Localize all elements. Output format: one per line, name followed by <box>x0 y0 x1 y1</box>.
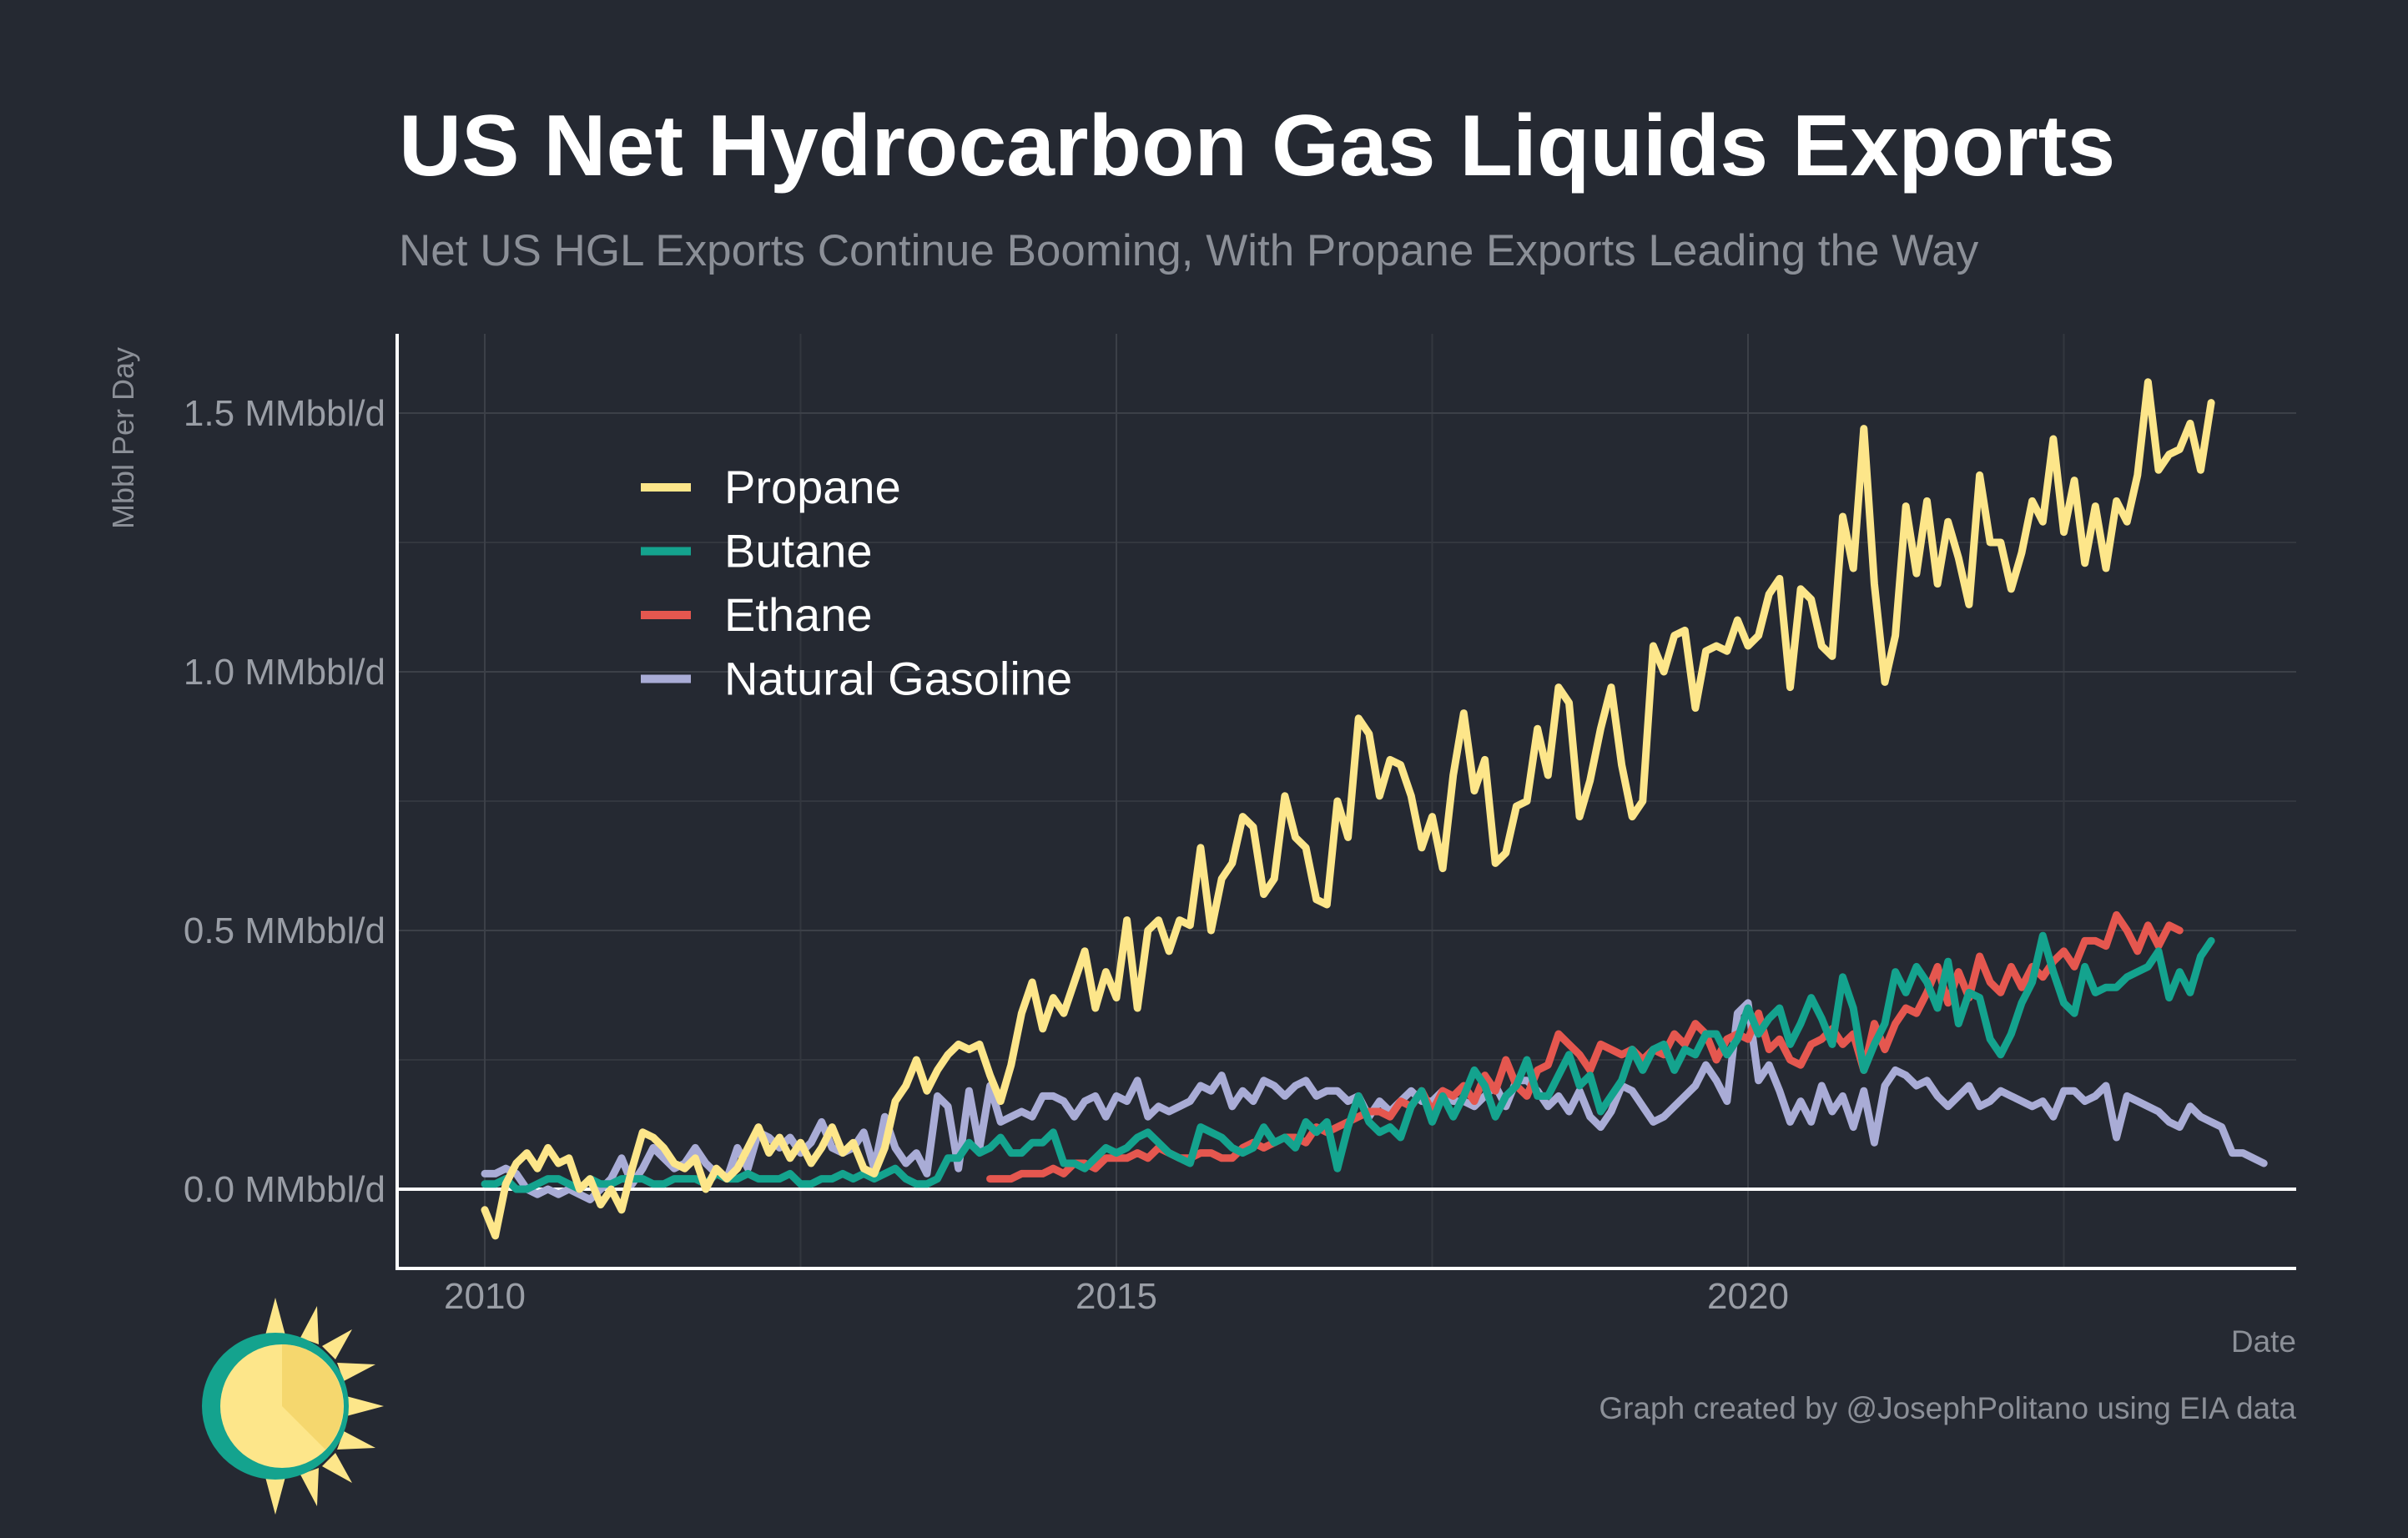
chart-title: US Net Hydrocarbon Gas Liquids Exports <box>399 98 2115 194</box>
sun-logo <box>202 1298 384 1515</box>
legend-label: Propane <box>724 461 901 513</box>
sun-rays-icon <box>265 1298 384 1515</box>
x-tick-label: 2020 <box>1707 1276 1789 1317</box>
series-lines <box>481 378 2268 1240</box>
legend-label: Butane <box>724 525 873 577</box>
series-line-butane <box>481 931 2215 1193</box>
axes <box>395 334 2296 1270</box>
y-tick-label: 0.5 MMbbl/d <box>184 910 385 951</box>
x-tick-label: 2015 <box>1076 1276 1157 1317</box>
x-axis-label: Date <box>2231 1324 2296 1359</box>
y-tick-label: 0.0 MMbbl/d <box>184 1169 385 1210</box>
legend-label: Natural Gasoline <box>724 653 1072 705</box>
grid <box>397 334 2296 1268</box>
tick-labels: 0.0 MMbbl/d 0.5 MMbbl/d 1.0 MMbbl/d 1.5 MMb… <box>184 393 1789 1317</box>
x-tick-label: 2010 <box>444 1276 526 1317</box>
y-axis-label: Mbbl Per Day <box>106 347 140 529</box>
series-line-propane <box>481 378 2215 1240</box>
chart-subtitle: Net US HGL Exports Continue Booming, Wit… <box>399 226 1979 275</box>
caption: Graph created by @JosephPolitano using E… <box>1599 1391 2296 1425</box>
legend: Propane Butane Ethane Natural Gasoline <box>641 461 1072 705</box>
sun-shade <box>282 1344 344 1450</box>
y-tick-label: 1.5 MMbbl/d <box>184 393 385 434</box>
legend-label: Ethane <box>724 588 873 641</box>
y-tick-label: 1.0 MMbbl/d <box>184 652 385 693</box>
